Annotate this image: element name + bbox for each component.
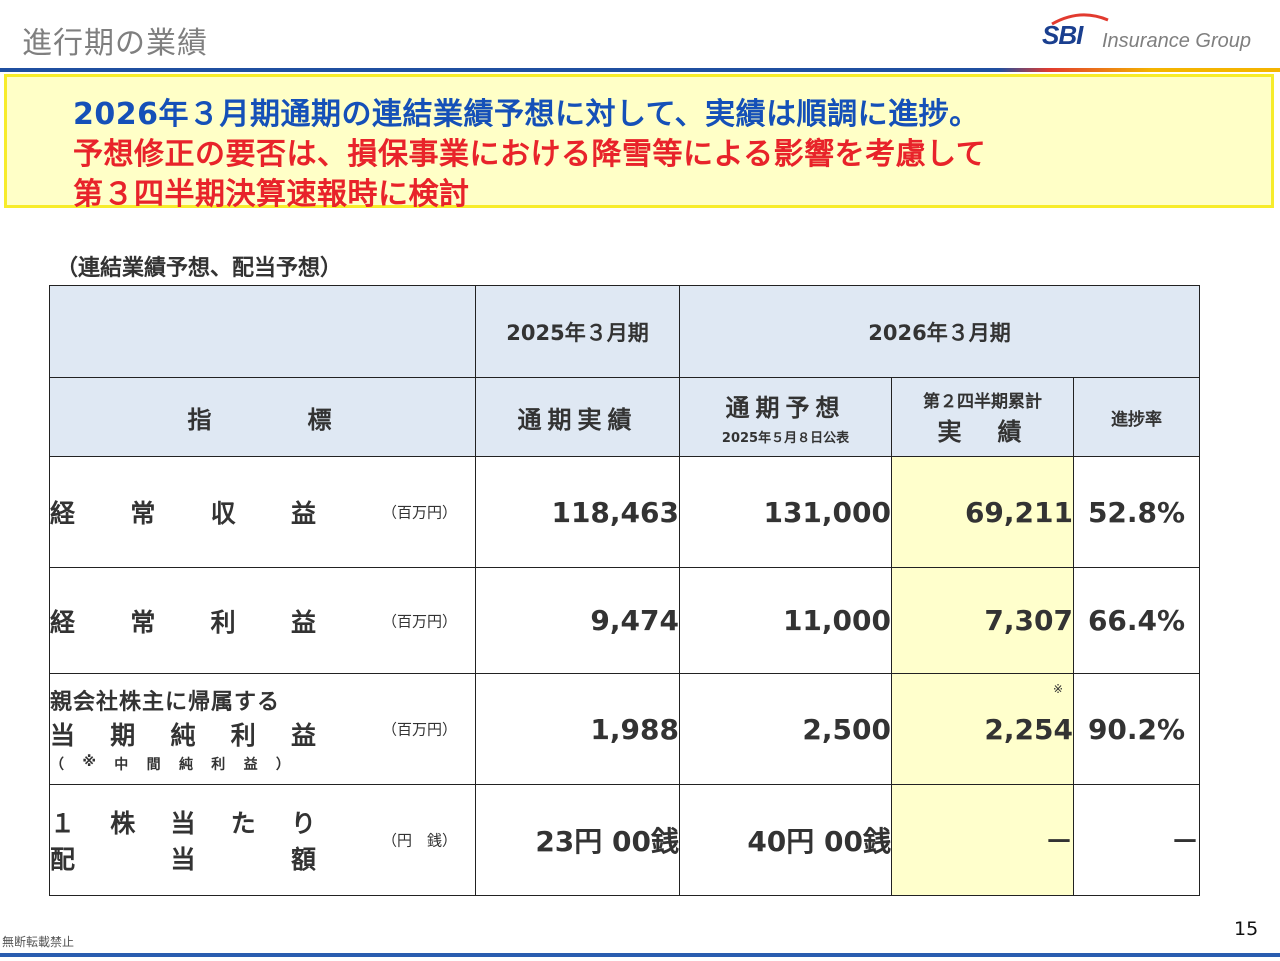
results-table: 2025年３月期 2026年３月期 指 標 通期実績 通期予想 2025年５月８…: [49, 285, 1201, 896]
cell-progress-rate: －: [1072, 784, 1201, 896]
cell-forecast: 11,000: [679, 567, 892, 674]
note-char: 純: [178, 757, 193, 773]
row-label-ordinary-profit: 経 常 利 益 （百万円）: [49, 567, 476, 674]
label-char: 当: [170, 845, 198, 874]
header-fy2026: 2026年３月期: [678, 285, 1201, 378]
row-unit: （百万円）: [381, 503, 457, 522]
label-char: た: [230, 809, 258, 838]
note-char: 益: [243, 757, 258, 773]
table-caption: （連結業績予想、配当予想）: [56, 256, 343, 281]
row-label-text-2: 配 当 額: [50, 840, 318, 876]
header-forecast-date: 2025年５月８日公表: [721, 431, 850, 446]
header-fy2025: 2025年３月期: [475, 285, 680, 378]
summary-callout: 2026年３月期通期の連結業績予想に対して、実績は順調に進捗。 予想修正の要否は…: [4, 74, 1274, 212]
header-divider: [0, 68, 1280, 72]
row-unit: （百万円）: [381, 612, 457, 630]
cell-q2-actual: －: [891, 784, 1074, 896]
label-char: 利: [210, 607, 238, 637]
row-unit: （円 銭）: [381, 831, 457, 850]
logo-text: Insurance Group: [1102, 30, 1251, 52]
table-row: １ 株 当 た り 配 当 額 （円 銭） 23円 00銭 40円 00銭 － …: [49, 784, 1201, 896]
header-indicator: 指 標: [49, 377, 476, 457]
cell-forecast: 40円 00銭: [679, 784, 892, 896]
cell-fy2025: 23円 00銭: [475, 784, 680, 896]
row-label-dividend-per-share: １ 株 当 た り 配 当 額 （円 銭）: [49, 784, 476, 896]
label-char: 額: [290, 845, 318, 874]
page-number: 15: [1234, 918, 1259, 940]
label-char: 期: [110, 721, 138, 750]
header-actual-label: 実 績: [937, 418, 1028, 446]
label-char: １: [50, 809, 78, 838]
label-char: 当: [170, 809, 198, 838]
footer-divider: [0, 953, 1280, 957]
row-label-net-income: 親会社株主に帰属する 当 期 純 利 益 （ ※ 中 間 純 利 益 ） （百万…: [49, 673, 476, 785]
note-char: 中: [114, 757, 129, 773]
note-char: （: [50, 757, 64, 773]
row-label-text: 経 常 利 益: [50, 603, 318, 639]
table-row: 経 常 収 益 （百万円） 118,463 131,000 69,211 52.…: [49, 456, 1201, 568]
label-char: り: [290, 809, 318, 838]
label-char: 純: [170, 721, 198, 750]
callout-line-2: 予想修正の要否は、損保事業における降雪等による影響を考慮して: [73, 137, 987, 172]
header-progress-rate: 進捗率: [1072, 377, 1201, 457]
note-char: ※: [82, 754, 96, 770]
label-char: 経: [50, 499, 78, 528]
cell-progress-rate: 52.8%: [1072, 456, 1201, 568]
header-q2-cumulative: 第２四半期累計 実 績: [891, 377, 1074, 457]
table-row: 経 常 利 益 （百万円） 9,474 11,000 7,307 66.4%: [49, 567, 1201, 674]
company-logo: SBI Insurance Group: [1042, 13, 1262, 58]
callout-line-1: 2026年３月期通期の連結業績予想に対して、実績は順調に進捗。: [73, 97, 980, 132]
header-progress-rate-label: 進捗率: [1111, 409, 1162, 430]
label-char: 益: [290, 499, 318, 528]
note-char: 間: [146, 757, 161, 773]
row-label-text: １ 株 当 た り: [50, 804, 318, 840]
row-label-text: 当 期 純 利 益: [50, 716, 318, 752]
note-char: 利: [211, 757, 226, 773]
label-char: 当: [50, 721, 78, 750]
row-label-text: 経 常 収 益: [50, 494, 318, 530]
logo-arc-icon: [1051, 13, 1109, 26]
callout-line-3: 第３四半期決算速報時に検討: [73, 177, 470, 212]
label-char: 収: [210, 499, 238, 528]
label-char: 常: [130, 499, 158, 528]
cell-forecast: 2,500: [679, 673, 892, 785]
cell-fy2025: 118,463: [475, 456, 680, 568]
cell-q2-actual: 7,307: [891, 567, 1074, 674]
label-char: 益: [290, 721, 318, 750]
cell-progress-rate: 66.4%: [1072, 567, 1201, 674]
label-char: 経: [50, 607, 78, 637]
footer-note: 無断転載禁止: [2, 935, 75, 949]
header-empty-cell: [49, 285, 476, 378]
q2-note-mark: ※: [1052, 682, 1063, 696]
logo-mark: SBI: [1042, 20, 1083, 50]
header-q2-label: 第２四半期累計: [923, 392, 1042, 412]
row-label-ordinary-revenue: 経 常 収 益 （百万円）: [49, 456, 476, 568]
cell-progress-rate: 90.2%: [1072, 673, 1201, 785]
cell-q2-value: 2,254: [984, 712, 1073, 746]
header-indicator-label: 指 標: [187, 405, 338, 434]
cell-fy2025: 1,988: [475, 673, 680, 785]
label-char: 益: [290, 607, 318, 637]
slide-title: 進行期の業績: [22, 26, 208, 61]
label-char: 株: [110, 809, 138, 838]
row-label-note: （ ※ 中 間 純 利 益 ）: [50, 754, 290, 774]
table-row: 親会社株主に帰属する 当 期 純 利 益 （ ※ 中 間 純 利 益 ） （百万…: [49, 673, 1201, 785]
label-char: 常: [130, 607, 158, 637]
row-unit: （百万円）: [381, 720, 457, 739]
cell-fy2025: 9,474: [475, 567, 680, 674]
cell-forecast: 131,000: [679, 456, 892, 568]
cell-q2-actual: ※ 2,254: [891, 673, 1074, 785]
header-full-year-actual: 通期実績: [475, 377, 680, 457]
header-full-year-actual-label: 通期実績: [517, 405, 638, 434]
note-char: ）: [275, 757, 290, 773]
cell-q2-actual: 69,211: [891, 456, 1074, 568]
header-full-year-forecast-label: 通期予想: [725, 394, 846, 422]
label-char: 配: [50, 845, 78, 874]
header-full-year-forecast: 通期予想 2025年５月８日公表: [679, 377, 892, 457]
label-char: 利: [230, 721, 258, 750]
row-label-line1: 親会社株主に帰属する: [50, 690, 281, 715]
